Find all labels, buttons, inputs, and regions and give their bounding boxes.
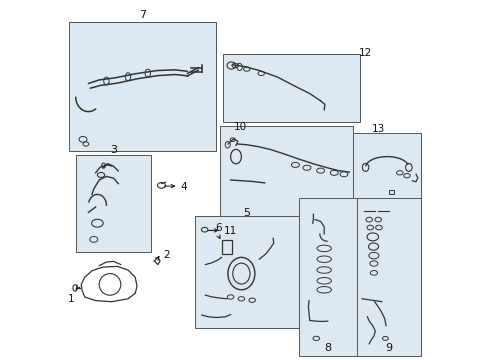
Bar [357, 198, 421, 356]
Bar [221, 240, 232, 254]
Bar [69, 22, 216, 151]
Text: 9: 9 [386, 343, 392, 353]
Text: 3: 3 [110, 145, 117, 155]
Bar [389, 190, 394, 194]
Text: 4: 4 [180, 182, 187, 192]
Bar [299, 198, 357, 356]
Text: 5: 5 [244, 208, 250, 218]
Bar [76, 155, 151, 252]
Text: 7: 7 [139, 10, 146, 20]
Text: 6: 6 [216, 223, 222, 233]
Text: 8: 8 [324, 343, 331, 353]
Bar [353, 133, 421, 202]
Text: 1: 1 [68, 294, 75, 304]
Text: 13: 13 [371, 124, 385, 134]
Text: 11: 11 [223, 226, 237, 236]
Text: 2: 2 [163, 249, 170, 260]
Bar [195, 216, 299, 328]
Bar [220, 126, 353, 223]
Text: 10: 10 [233, 122, 246, 132]
Bar [223, 54, 360, 122]
Text: 12: 12 [358, 48, 371, 58]
